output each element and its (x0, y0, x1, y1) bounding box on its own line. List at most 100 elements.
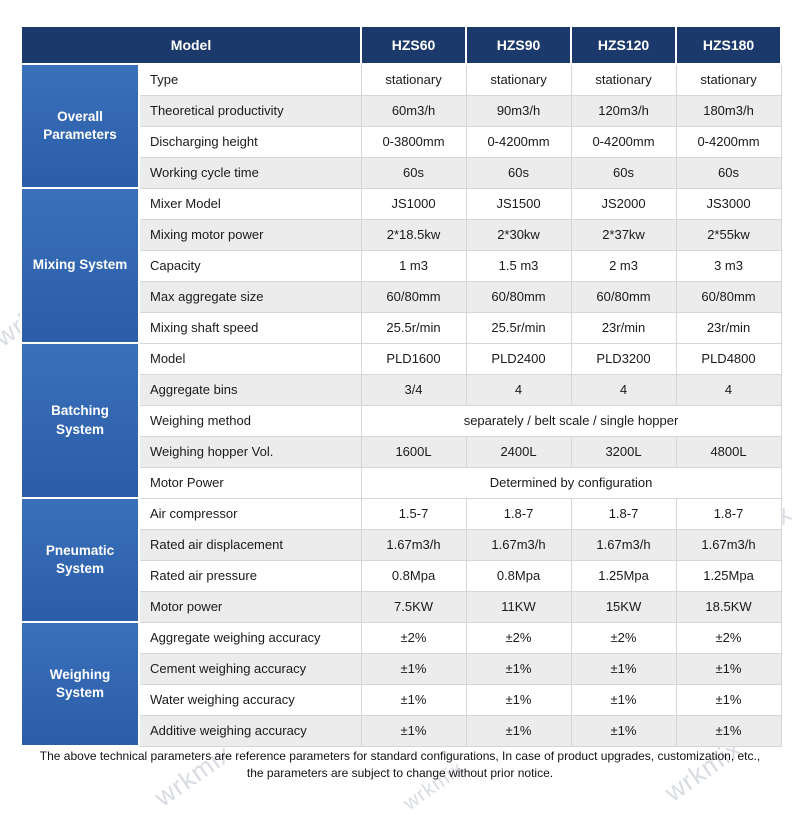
spec-value: 90m3/h (465, 94, 572, 127)
row-label: Discharging height (138, 125, 362, 158)
spec-value: ±1% (570, 714, 677, 747)
group-cell-pneumatic-system: Pneumatic System (20, 497, 140, 623)
group-cell-batching-system: Batching System (20, 342, 140, 499)
spec-value: 60/80mm (465, 280, 572, 313)
row-label: Motor Power (138, 466, 362, 499)
group-cell-weighing-system: Weighing System (20, 621, 140, 747)
spec-value: 1.67m3/h (675, 528, 782, 561)
row-label: Additive weighing accuracy (138, 714, 362, 747)
header-model: Model (19, 25, 363, 65)
disclaimer-line-2: the parameters are subject to change wit… (246, 766, 554, 781)
spec-value: 23r/min (675, 311, 782, 344)
header-row: Model HZS60 HZS90 HZS120 HZS180 (19, 25, 783, 65)
spec-value: 1.67m3/h (570, 528, 677, 561)
spec-value: JS2000 (570, 187, 677, 220)
row-label: Aggregate bins (138, 373, 362, 406)
row-label: Capacity (138, 249, 362, 282)
spec-value: ±1% (360, 683, 467, 716)
row-label: Air compressor (138, 497, 362, 530)
spec-value: ±1% (675, 683, 782, 716)
spec-value: 4 (570, 373, 677, 406)
spec-value: 25.5r/min (360, 311, 467, 344)
table-row: Cement weighing accuracy ±1% ±1% ±1% ±1% (21, 652, 782, 685)
header-col-hzs120: HZS120 (570, 25, 678, 65)
spec-value: 60/80mm (570, 280, 677, 313)
row-label: Working cycle time (138, 156, 362, 189)
spec-value: 2400L (465, 435, 572, 468)
spec-value: stationary (675, 63, 782, 96)
spec-value: 2*30kw (465, 218, 572, 251)
spec-value: ±1% (465, 714, 572, 747)
spec-value: 4 (675, 373, 782, 406)
table-row: Batching System Model PLD1600 PLD2400 PL… (20, 342, 782, 499)
row-label: Weighing method (138, 404, 362, 437)
table-row: Motor Power Determined by configuration (21, 466, 782, 499)
header-col-hzs180: HZS180 (675, 25, 783, 65)
spec-value: 1 m3 (360, 249, 467, 282)
spec-value: ±2% (675, 621, 782, 654)
spec-value: 18.5KW (675, 590, 782, 623)
spec-value: PLD2400 (465, 342, 572, 375)
spec-value: 2*37kw (570, 218, 677, 251)
row-label: Rated air displacement (138, 528, 362, 561)
row-label: Theoretical productivity (138, 94, 362, 127)
table-row: Rated air displacement 1.67m3/h 1.67m3/h… (21, 528, 782, 561)
spec-value: 1.25Mpa (675, 559, 782, 592)
spec-value: 0-4200mm (675, 125, 782, 158)
row-label: Model (138, 342, 362, 375)
spec-table: Model HZS60 HZS90 HZS120 HZS180 Overall … (19, 25, 783, 747)
spec-value: ±1% (570, 683, 677, 716)
spec-value: 2 m3 (570, 249, 677, 282)
spec-value: 60m3/h (360, 94, 467, 127)
table-row: Mixing System Mixer Model JS1000 JS1500 … (20, 187, 782, 344)
table-row: Theoretical productivity 60m3/h 90m3/h 1… (21, 94, 782, 127)
spec-value: 11KW (465, 590, 572, 623)
spec-value: stationary (570, 63, 677, 96)
row-label: Motor power (138, 590, 362, 623)
spec-value: 0-4200mm (465, 125, 572, 158)
row-label: Max aggregate size (138, 280, 362, 313)
spec-value: 3/4 (360, 373, 467, 406)
table-row: Overall Parameters Type stationary stati… (20, 63, 782, 189)
row-label: Weighing hopper Vol. (138, 435, 362, 468)
row-label: Type (138, 63, 362, 96)
disclaimer: The above technical parameters are refer… (0, 748, 800, 783)
spec-value: 25.5r/min (465, 311, 572, 344)
spec-value: 15KW (570, 590, 677, 623)
table-row: Mixing shaft speed 25.5r/min 25.5r/min 2… (21, 311, 782, 344)
spec-value: 1.5 m3 (465, 249, 572, 282)
row-label: Mixing motor power (138, 218, 362, 251)
row-label: Rated air pressure (138, 559, 362, 592)
disclaimer-line-1: The above technical parameters are refer… (39, 749, 761, 763)
spec-value: 1.67m3/h (465, 528, 572, 561)
spec-value: ±2% (360, 621, 467, 654)
spec-value: 3200L (570, 435, 677, 468)
table-row: Weighing System Aggregate weighing accur… (20, 621, 782, 747)
row-label: Aggregate weighing accuracy (138, 621, 362, 654)
table-row: Aggregate bins 3/4 4 4 4 (21, 373, 782, 406)
spec-value: 0-3800mm (360, 125, 467, 158)
spec-value: 0-4200mm (570, 125, 677, 158)
table-row: Mixing motor power 2*18.5kw 2*30kw 2*37k… (21, 218, 782, 251)
spec-value: stationary (360, 63, 467, 96)
spec-value: ±1% (675, 652, 782, 685)
spec-value: 180m3/h (675, 94, 782, 127)
row-label: Mixing shaft speed (138, 311, 362, 344)
spec-value: 1.8-7 (570, 497, 677, 530)
spec-value: 3 m3 (675, 249, 782, 282)
spec-value: 60/80mm (360, 280, 467, 313)
spec-value: JS3000 (675, 187, 782, 220)
spec-value: ±1% (360, 714, 467, 747)
spec-value: PLD4800 (675, 342, 782, 375)
spec-value: ±1% (570, 652, 677, 685)
group-cell-overall-parameters: Overall Parameters (20, 63, 140, 189)
spec-value: ±1% (465, 683, 572, 716)
table-row: Water weighing accuracy ±1% ±1% ±1% ±1% (21, 683, 782, 716)
group-cell-mixing-system: Mixing System (20, 187, 140, 344)
spec-value: 1.8-7 (675, 497, 782, 530)
spec-value: 7.5KW (360, 590, 467, 623)
spec-value: ±1% (360, 652, 467, 685)
table-row: Weighing method separately / belt scale … (21, 404, 782, 437)
spec-value: 2*55kw (675, 218, 782, 251)
spec-value: JS1500 (465, 187, 572, 220)
